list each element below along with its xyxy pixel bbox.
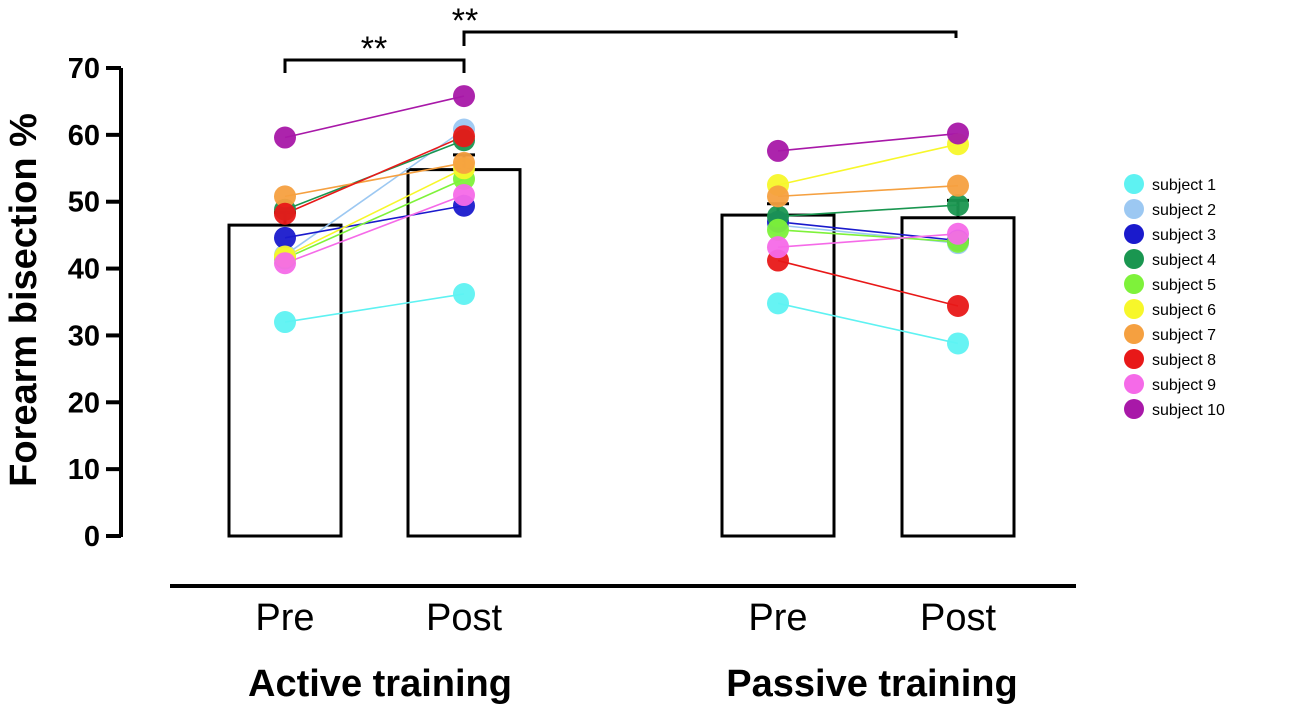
subject-point-3 xyxy=(274,226,296,249)
x-tick-label: Pre xyxy=(255,597,314,639)
subject-line-10 xyxy=(777,132,959,152)
subject-point-8 xyxy=(274,202,296,225)
legend-swatch-3 xyxy=(1124,224,1144,244)
legend-label-6: subject 6 xyxy=(1152,302,1216,319)
subject-point-8 xyxy=(453,125,475,148)
subject-point-5 xyxy=(767,218,789,241)
legend-swatch-10 xyxy=(1124,399,1144,419)
bar-active-training-post xyxy=(406,168,522,538)
subject-line-5 xyxy=(777,228,959,243)
group-labels: Active training Passive training xyxy=(248,663,1018,705)
subject-line-1 xyxy=(777,302,959,345)
subject-line-7 xyxy=(777,184,959,198)
legend-swatch-1 xyxy=(1124,174,1144,194)
subject-point-8 xyxy=(947,295,969,318)
subject-point-10 xyxy=(947,122,969,145)
subject-point-4 xyxy=(947,194,969,217)
subject-line-7 xyxy=(284,162,465,198)
subject-line-9 xyxy=(284,194,465,264)
legend-label-1: subject 1 xyxy=(1152,177,1216,194)
x-tick-label: Post xyxy=(920,597,996,639)
legend-label-4: subject 4 xyxy=(1152,252,1216,269)
x-tick-label: Post xyxy=(426,597,502,639)
legend-label-8: subject 8 xyxy=(1152,352,1216,369)
subject-point-9 xyxy=(453,184,475,207)
y-axis-ticks: 0 10 20 30 40 50 60 70 xyxy=(68,53,121,553)
legend-swatch-4 xyxy=(1124,249,1144,269)
y-tick-label: 10 xyxy=(68,454,100,486)
legend-label-10: subject 10 xyxy=(1152,402,1225,419)
subject-lines xyxy=(284,95,959,345)
bars xyxy=(227,168,1016,538)
significance-brackets: ** ** xyxy=(283,2,958,73)
subject-line-5 xyxy=(284,178,465,260)
y-axis-title: Forearm bisection % xyxy=(3,113,45,487)
subject-point-1 xyxy=(947,332,969,355)
legend-swatch-6 xyxy=(1124,299,1144,319)
legend-swatch-5 xyxy=(1124,274,1144,294)
subject-point-10 xyxy=(274,126,296,149)
legend-swatch-2 xyxy=(1124,199,1144,219)
subject-line-3 xyxy=(284,204,465,239)
subject-line-8 xyxy=(777,259,959,307)
sig-bracket-active xyxy=(283,58,466,73)
sig-label-active: ** xyxy=(361,30,387,68)
y-tick-label: 70 xyxy=(68,53,100,85)
subject-line-2 xyxy=(284,128,465,256)
y-tick-label: 30 xyxy=(68,320,100,352)
subject-point-7 xyxy=(947,174,969,197)
subject-point-1 xyxy=(453,282,475,305)
subject-point-9 xyxy=(767,236,789,259)
subject-point-7 xyxy=(453,151,475,174)
legend: subject 1 subject 2 subject 3 subject 4 subj… xyxy=(1124,174,1225,419)
subject-point-9 xyxy=(947,222,969,245)
subject-point-10 xyxy=(767,139,789,162)
legend-swatch-7 xyxy=(1124,324,1144,344)
legend-label-5: subject 5 xyxy=(1152,277,1216,294)
y-tick-label: 40 xyxy=(68,254,100,286)
y-tick-label: 50 xyxy=(68,187,100,219)
subject-line-6 xyxy=(284,167,465,258)
group-label: Active training xyxy=(248,663,512,705)
x-axis-labels: Pre Post Pre Post xyxy=(255,597,996,639)
y-tick-label: 20 xyxy=(68,387,100,419)
x-tick-label: Pre xyxy=(748,597,807,639)
subject-point-1 xyxy=(767,292,789,315)
subject-line-6 xyxy=(777,143,959,186)
subject-point-9 xyxy=(274,252,296,275)
legend-label-3: subject 3 xyxy=(1152,227,1216,244)
legend-label-7: subject 7 xyxy=(1152,327,1216,344)
subject-line-10 xyxy=(284,95,465,139)
sig-bracket-post xyxy=(462,30,958,46)
bar-passive-training-post xyxy=(900,216,1016,538)
legend-swatch-8 xyxy=(1124,349,1144,369)
subject-line-1 xyxy=(284,293,465,323)
subject-line-3 xyxy=(777,220,959,242)
y-tick-label: 60 xyxy=(68,120,100,152)
subject-point-7 xyxy=(767,185,789,208)
subject-point-10 xyxy=(453,85,475,108)
bar-active-training-pre xyxy=(227,223,343,538)
subject-point-1 xyxy=(274,311,296,334)
legend-swatch-9 xyxy=(1124,374,1144,394)
subject-point-7 xyxy=(274,185,296,208)
legend-label-2: subject 2 xyxy=(1152,202,1216,219)
legend-label-9: subject 9 xyxy=(1152,377,1216,394)
sig-label-post: ** xyxy=(452,2,478,40)
group-label: Passive training xyxy=(726,663,1017,705)
subject-line-9 xyxy=(777,233,959,248)
subject-line-4 xyxy=(777,204,959,218)
subject-line-8 xyxy=(284,135,465,215)
y-tick-label: 0 xyxy=(84,521,100,553)
subject-points xyxy=(274,85,969,355)
